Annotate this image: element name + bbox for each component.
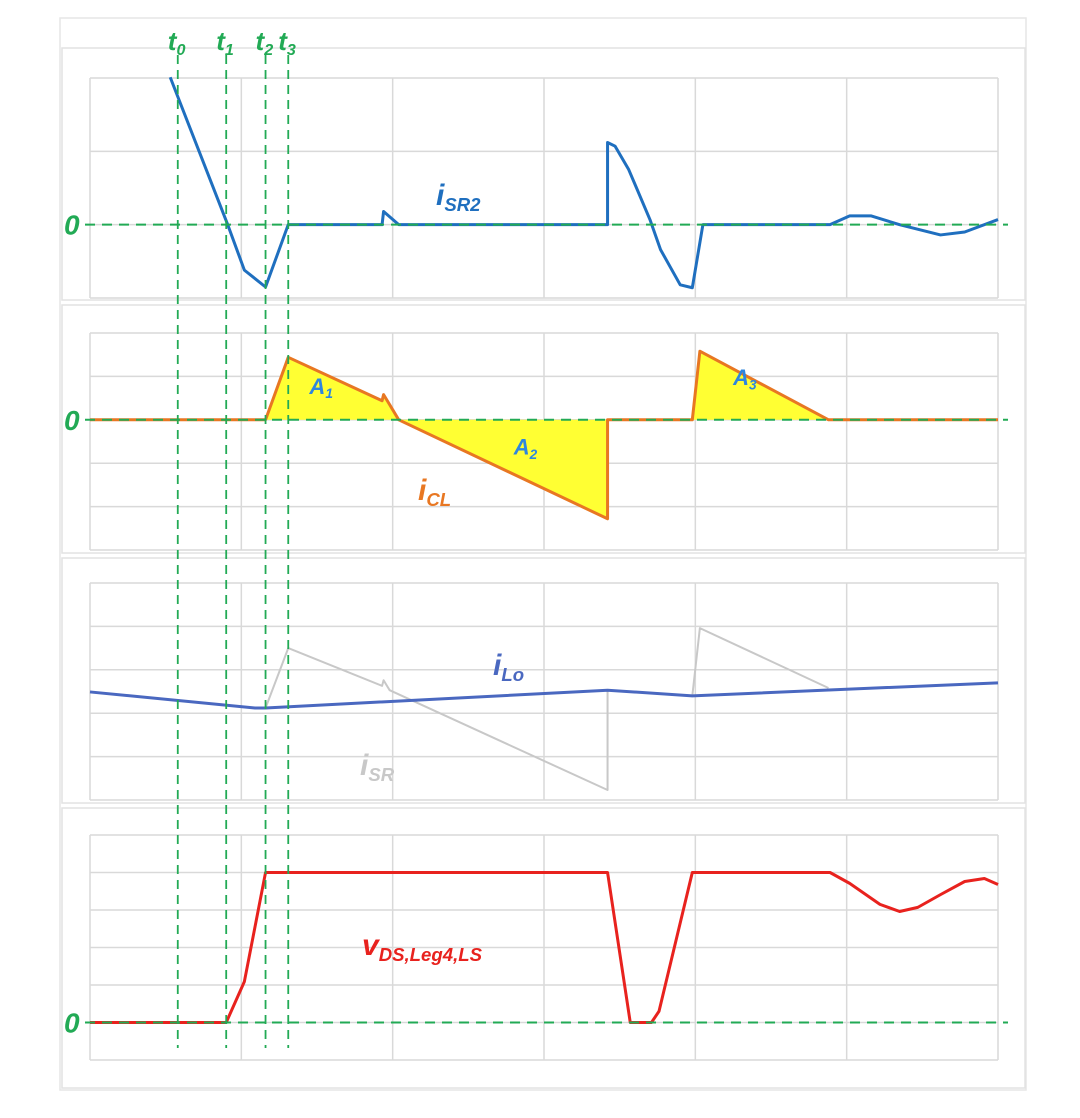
time-marker-label-main: t xyxy=(216,26,226,56)
zero-label: 0 xyxy=(64,1008,80,1039)
time-marker-label: t3 xyxy=(278,26,296,59)
series-label-main: i xyxy=(360,749,369,782)
outer-frame xyxy=(59,17,1027,1091)
panel-frame xyxy=(61,47,1026,301)
series-vDS-Leg4-LS xyxy=(90,871,999,1024)
time-marker-label-sub: 1 xyxy=(225,41,234,59)
series-label: iLo xyxy=(493,649,524,685)
area-label: A2 xyxy=(513,435,538,462)
panel-frame xyxy=(61,304,1026,554)
time-marker-label-sub: 2 xyxy=(263,41,273,59)
area-label-main: A xyxy=(513,435,530,460)
series-label-main: i xyxy=(493,649,502,682)
time-marker-label-sub: 0 xyxy=(176,41,185,59)
time-marker-label: t2 xyxy=(256,26,274,59)
time-marker-label-sub: 3 xyxy=(287,41,296,59)
series-iSR xyxy=(264,627,829,792)
series-label-main: v xyxy=(362,929,381,962)
area-label-sub: 1 xyxy=(325,386,333,401)
series-label-sub: Lo xyxy=(501,664,524,685)
series-label: iSR2 xyxy=(436,179,481,215)
area-label-main: A xyxy=(732,365,749,390)
series-label-sub: SR xyxy=(368,764,394,785)
time-marker-label-main: t xyxy=(278,26,288,56)
time-marker-label: t0 xyxy=(168,26,186,59)
area-label: A3 xyxy=(732,365,757,392)
time-marker-label: t1 xyxy=(216,26,234,59)
area-label-sub: 2 xyxy=(529,447,538,462)
panel-frame xyxy=(61,807,1026,1089)
area-label-main: A xyxy=(308,374,325,399)
time-marker-label-main: t xyxy=(168,26,178,56)
series-label-sub: SR2 xyxy=(444,194,481,215)
series-label-sub: CL xyxy=(426,489,451,510)
series-label-main: i xyxy=(436,179,445,212)
panel-1: 0 iSR2 xyxy=(61,47,1026,301)
series-label: vDS,Leg4,LS xyxy=(362,929,483,965)
area-label: A1 xyxy=(308,374,332,401)
series-label: iSR xyxy=(360,749,395,785)
area-label-sub: 3 xyxy=(749,377,757,392)
series-iSR2 xyxy=(168,76,999,290)
area-fill xyxy=(90,351,998,519)
zero-label: 0 xyxy=(64,210,80,241)
panel-frame xyxy=(61,557,1026,804)
panel-4: 0 vDS,Leg4,LS xyxy=(61,807,1026,1089)
series-iLo xyxy=(89,681,999,710)
series-label-sub: DS,Leg4,LS xyxy=(379,944,483,965)
zero-label: 0 xyxy=(64,405,80,436)
time-marker-label-main: t xyxy=(256,26,266,56)
series-label-main: i xyxy=(418,474,427,507)
series-label: iCL xyxy=(418,474,451,510)
